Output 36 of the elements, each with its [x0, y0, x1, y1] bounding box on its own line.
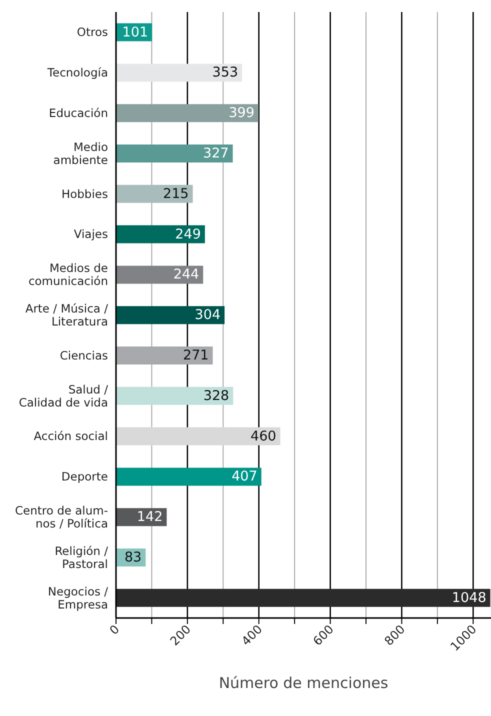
x-tick-label: 0	[106, 622, 122, 638]
y-tick-label: Hobbies	[61, 186, 108, 201]
y-tick-label: Medios de comunicación	[28, 261, 108, 288]
data-label: 304	[194, 307, 221, 324]
data-label: 244	[173, 266, 200, 283]
data-label: 407	[232, 468, 258, 485]
data-label: 142	[136, 509, 163, 526]
y-tick-label: Negocios / Empresa	[48, 584, 108, 612]
data-label: 215	[163, 186, 189, 202]
y-tick-label: Viajes	[74, 227, 108, 242]
x-tick-label: 400	[238, 622, 265, 648]
y-tick-label: Ciencias	[60, 348, 108, 362]
data-label: 399	[228, 105, 254, 122]
data-label: 271	[183, 348, 209, 364]
data-label: 353	[212, 64, 238, 81]
data-label: 460	[250, 428, 276, 444]
y-tick-label: Acción social	[34, 429, 108, 444]
x-axis-title: Número de menciones	[218, 674, 388, 692]
y-tick-label: Religión / Pastoral	[54, 544, 108, 571]
data-label: 249	[175, 226, 201, 242]
data-label: 327	[203, 146, 229, 162]
x-tick-label: 800	[382, 622, 408, 648]
y-tick-label: Otros	[76, 25, 108, 40]
x-tick-label: 600	[310, 622, 336, 648]
data-label: 1048	[452, 590, 486, 606]
data-label: 101	[122, 24, 148, 40]
data-label: 328	[203, 388, 230, 404]
x-tick-label: 200	[167, 622, 194, 648]
y-tick-label: Educación	[48, 106, 108, 120]
y-tick-label: Deporte	[61, 470, 108, 484]
y-tick-label: Tecnología	[46, 66, 108, 80]
y-tick-label: Arte / Música / Literatura	[25, 302, 108, 328]
y-tick-label: Centro de alum- nos / Política	[15, 504, 108, 530]
y-tick-label: Medio ambiente	[53, 140, 108, 167]
data-label: 83	[124, 550, 142, 566]
y-tick-label: Salud / Calidad de vida	[18, 382, 108, 410]
